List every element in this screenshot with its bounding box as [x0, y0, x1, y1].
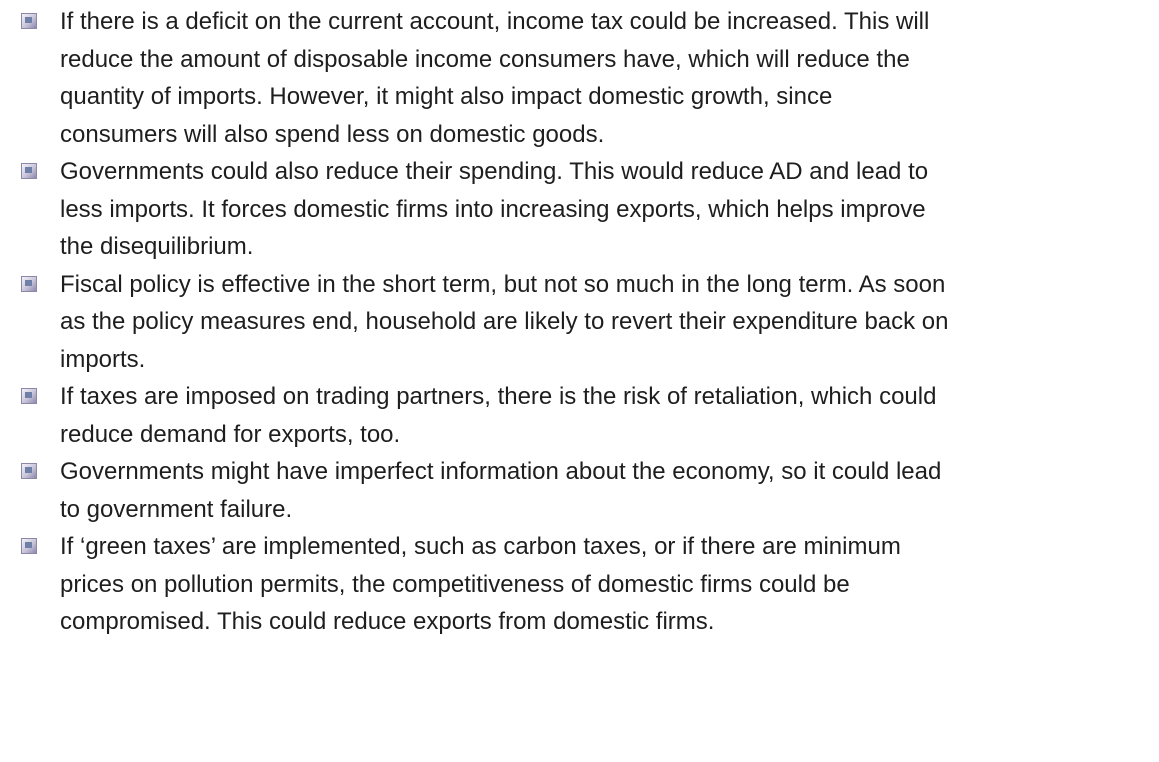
text-line: If ‘green taxes’ are implemented, such a…	[60, 533, 901, 560]
bullet-icon	[21, 538, 37, 554]
list-item: Governments could also reduce their spen…	[0, 153, 1159, 266]
text-line: If there is a deficit on the current acc…	[60, 8, 930, 35]
list-item: Governments might have imperfect informa…	[0, 453, 1159, 528]
bullet-icon	[21, 275, 37, 292]
list-item: If ‘green taxes’ are implemented, such a…	[0, 528, 1159, 641]
text-line: the disequilibrium.	[60, 233, 254, 260]
text-line: as the policy measures end, household ar…	[60, 308, 949, 335]
text-line: Governments could also reduce their spen…	[60, 158, 929, 185]
bullet-icon	[21, 163, 37, 179]
bullet-icon	[21, 13, 37, 29]
text-line: Fiscal policy is effective in the short …	[60, 270, 946, 298]
text-line: reduce the amount of disposable income c…	[60, 45, 910, 73]
bullet-icon	[21, 463, 37, 479]
text-line: to government failure.	[60, 495, 293, 523]
text-line: quantity of imports. However, it might a…	[60, 83, 833, 110]
text-line: consumers will also spend less on domest…	[60, 120, 605, 148]
text-line: less imports. It forces domestic firms i…	[60, 195, 926, 223]
list-item: If there is a deficit on the current acc…	[0, 3, 1159, 153]
text-line: imports.	[60, 345, 146, 373]
list-item: Fiscal policy is effective in the short …	[0, 266, 1159, 379]
text-line: If taxes are imposed on trading partners…	[60, 383, 937, 410]
text-line: compromised. This could reduce exports f…	[60, 608, 715, 635]
text-line: reduce demand for exports, too.	[60, 420, 401, 448]
text-line: Governments might have imperfect informa…	[60, 458, 942, 485]
list-item: If taxes are imposed on trading partners…	[0, 378, 1159, 453]
bullet-icon	[21, 388, 37, 404]
bullet-list: If there is a deficit on the current acc…	[0, 3, 1159, 641]
text-line: prices on pollution permits, the competi…	[60, 570, 850, 598]
